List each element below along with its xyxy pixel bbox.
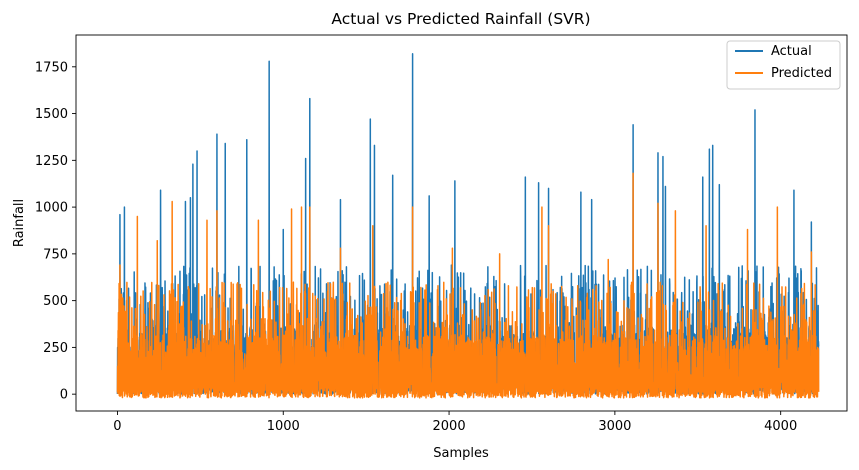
y-tick-label: 500 <box>43 294 68 309</box>
x-tick-label: 1000 <box>267 419 300 434</box>
y-tick-label: 1500 <box>35 107 68 122</box>
x-tick-label: 4000 <box>764 419 797 434</box>
y-tick-label: 750 <box>43 247 68 262</box>
y-tick-label: 1000 <box>35 201 68 216</box>
legend: Actual Predicted <box>726 40 841 90</box>
legend-label-actual: Actual <box>771 44 812 59</box>
y-axis-label: Rainfall <box>12 199 27 247</box>
y-tick-label: 0 <box>60 388 68 403</box>
legend-box <box>726 40 841 90</box>
axes-frame <box>75 34 848 412</box>
x-axis-label: Samples <box>433 446 489 461</box>
x-axis: 0 1000 2000 3000 4000 <box>113 411 797 434</box>
chart-title: Actual vs Predicted Rainfall (SVR) <box>331 10 590 28</box>
legend-label-predicted: Predicted <box>771 66 832 81</box>
series-line-predicted <box>116 172 820 399</box>
plot-area <box>75 34 848 412</box>
x-tick-label: 0 <box>113 419 121 434</box>
y-tick-label: 1250 <box>35 154 68 169</box>
x-tick-label: 3000 <box>598 419 631 434</box>
y-axis: 0 250 500 750 1000 1250 1500 1750 <box>35 60 76 403</box>
y-tick-label: 250 <box>43 341 68 356</box>
y-tick-label: 1750 <box>35 60 68 75</box>
x-tick-label: 2000 <box>433 419 466 434</box>
series-layer <box>116 52 820 399</box>
